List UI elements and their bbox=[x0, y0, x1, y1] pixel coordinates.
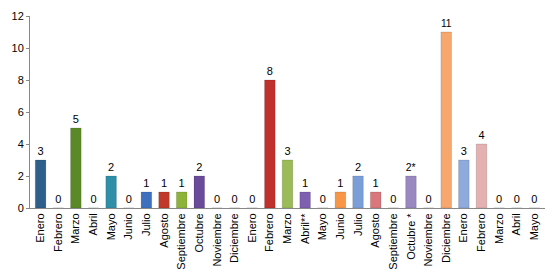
svg-text:12: 12 bbox=[12, 10, 24, 22]
svg-text:Marzo: Marzo bbox=[281, 213, 293, 244]
svg-text:2: 2 bbox=[355, 161, 361, 173]
svg-text:Diciembre: Diciembre bbox=[228, 213, 240, 263]
svg-text:1: 1 bbox=[161, 177, 167, 189]
svg-text:Enero: Enero bbox=[457, 213, 469, 242]
svg-text:0: 0 bbox=[514, 193, 520, 205]
svg-text:Diciembre: Diciembre bbox=[440, 213, 452, 263]
svg-text:1: 1 bbox=[373, 177, 379, 189]
svg-text:2: 2 bbox=[196, 161, 202, 173]
svg-text:1: 1 bbox=[143, 177, 149, 189]
svg-text:4: 4 bbox=[18, 138, 24, 150]
svg-text:4: 4 bbox=[478, 129, 484, 141]
svg-text:Septiembre: Septiembre bbox=[175, 213, 187, 269]
svg-text:3: 3 bbox=[284, 145, 290, 157]
svg-text:0: 0 bbox=[214, 193, 220, 205]
svg-text:3: 3 bbox=[38, 145, 44, 157]
svg-text:Octubre *: Octubre * bbox=[405, 213, 417, 260]
svg-text:8: 8 bbox=[18, 74, 24, 86]
svg-text:Febrero: Febrero bbox=[475, 213, 487, 252]
svg-text:Junio: Junio bbox=[122, 213, 134, 239]
svg-text:0: 0 bbox=[426, 193, 432, 205]
svg-text:10: 10 bbox=[12, 42, 24, 54]
svg-text:Noviembre: Noviembre bbox=[422, 213, 434, 266]
svg-text:8: 8 bbox=[267, 65, 273, 77]
svg-text:0: 0 bbox=[55, 193, 61, 205]
svg-text:2*: 2* bbox=[406, 162, 416, 173]
svg-text:Abril**: Abril** bbox=[299, 213, 311, 244]
svg-text:Mayo: Mayo bbox=[528, 213, 540, 240]
svg-text:0: 0 bbox=[232, 193, 238, 205]
svg-text:6: 6 bbox=[18, 106, 24, 118]
svg-text:3: 3 bbox=[461, 145, 467, 157]
svg-text:0: 0 bbox=[320, 193, 326, 205]
svg-text:Septiembre: Septiembre bbox=[387, 213, 399, 269]
svg-text:5: 5 bbox=[73, 113, 79, 125]
svg-text:Julio: Julio bbox=[140, 213, 152, 236]
svg-text:0: 0 bbox=[249, 193, 255, 205]
svg-text:Abril: Abril bbox=[87, 213, 99, 235]
svg-text:11: 11 bbox=[441, 18, 452, 29]
svg-text:2: 2 bbox=[108, 161, 114, 173]
svg-text:Febrero: Febrero bbox=[52, 213, 64, 252]
svg-text:0: 0 bbox=[90, 193, 96, 205]
svg-text:Abril: Abril bbox=[510, 213, 522, 235]
svg-text:Julio: Julio bbox=[352, 213, 364, 236]
svg-text:Mayo: Mayo bbox=[316, 213, 328, 240]
svg-text:0: 0 bbox=[531, 193, 537, 205]
svg-text:0: 0 bbox=[18, 202, 24, 214]
svg-text:Junio: Junio bbox=[334, 213, 346, 239]
svg-text:Marzo: Marzo bbox=[69, 213, 81, 244]
svg-text:2: 2 bbox=[18, 170, 24, 182]
svg-text:0: 0 bbox=[126, 193, 132, 205]
svg-text:Mayo: Mayo bbox=[105, 213, 117, 240]
svg-text:1: 1 bbox=[337, 177, 343, 189]
svg-text:Enero: Enero bbox=[34, 213, 46, 242]
svg-text:0: 0 bbox=[390, 193, 396, 205]
svg-text:1: 1 bbox=[179, 177, 185, 189]
svg-text:Febrero: Febrero bbox=[263, 213, 275, 252]
svg-text:Noviembre: Noviembre bbox=[211, 213, 223, 266]
svg-text:Agosto: Agosto bbox=[369, 213, 381, 247]
svg-text:Marzo: Marzo bbox=[493, 213, 505, 244]
svg-text:0: 0 bbox=[496, 193, 502, 205]
svg-text:Agosto: Agosto bbox=[158, 213, 170, 247]
svg-text:Enero: Enero bbox=[246, 213, 258, 242]
svg-text:1: 1 bbox=[302, 177, 308, 189]
svg-text:Octubre: Octubre bbox=[193, 213, 205, 252]
